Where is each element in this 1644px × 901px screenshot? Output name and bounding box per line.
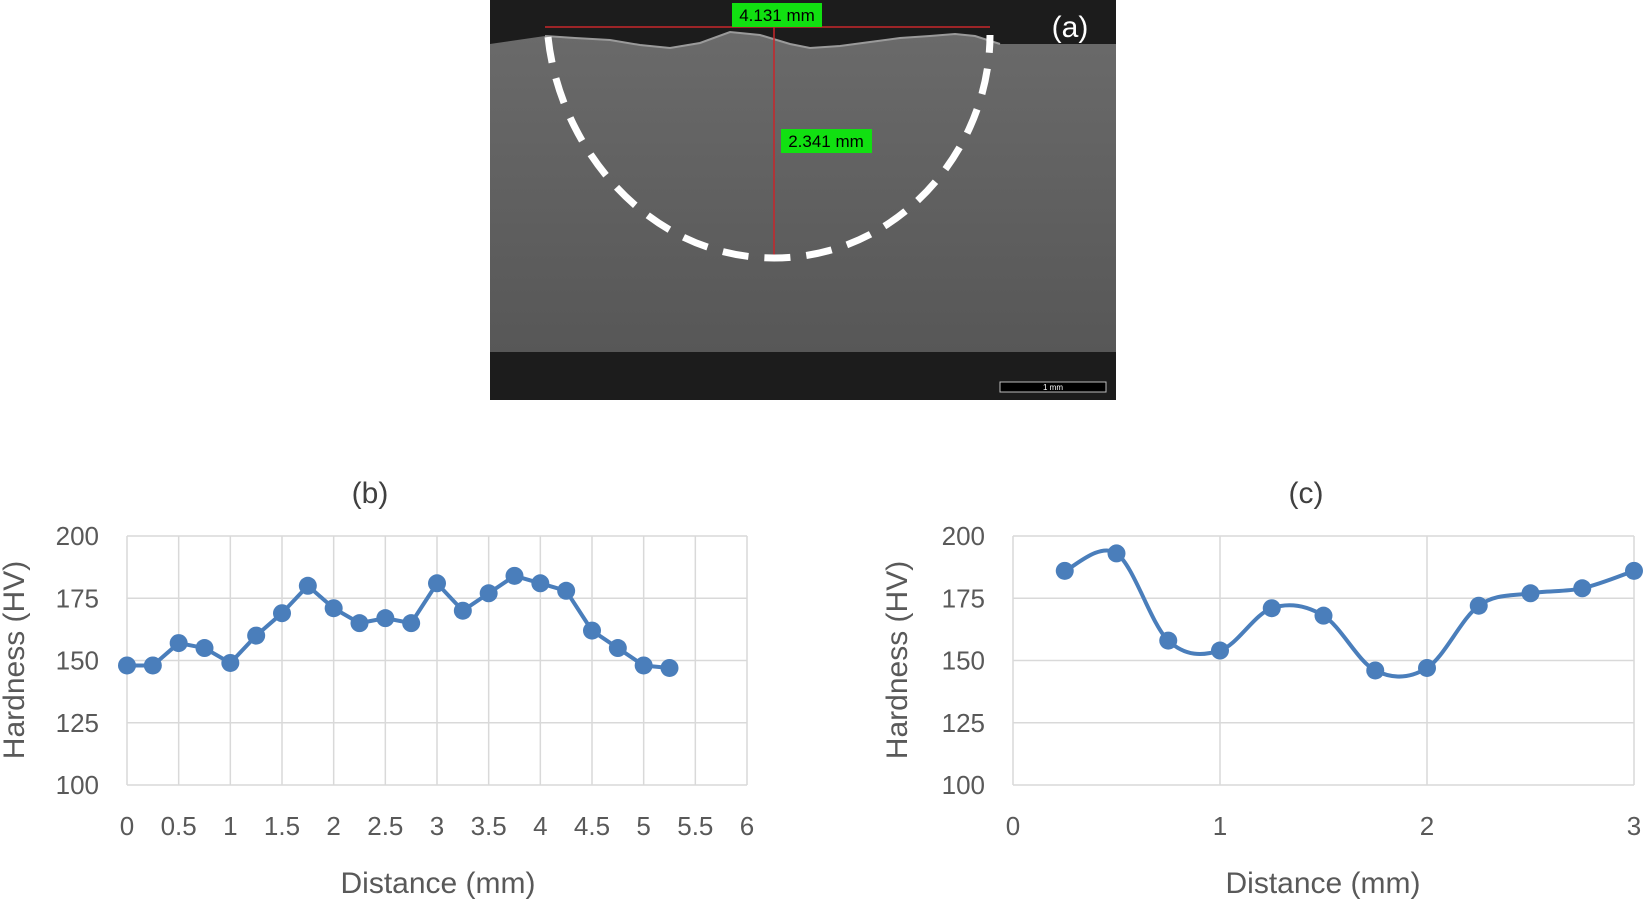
chart-b-data-point: [376, 609, 395, 628]
chart-b-ylabel: Hardness (HV): [0, 561, 31, 759]
chart-b-y-tick-label: 125: [56, 708, 99, 738]
fusion-zone-outline: [544, 34, 994, 262]
chart-b-data-point: [143, 656, 162, 675]
chart-b-series-line: [127, 573, 670, 670]
chart-b-data-point: [479, 584, 498, 603]
chart-b-data-point: [505, 566, 524, 585]
chart-b-data-point: [402, 614, 421, 633]
chart-b-data-point: [118, 656, 136, 675]
chart-b-x-tick-label: 2.5: [367, 811, 403, 841]
chart-b-x-tick-label: 5: [636, 811, 650, 841]
chart-b-data-point: [195, 639, 214, 658]
chart-b-data-point: [324, 599, 343, 618]
chart-b-data-point: [273, 604, 291, 623]
chart-b-plot: 100 125 150 175 200 0 0.5 1 1.5 2 2.5 3 3.5 4 4.5 5 5.5 6: [56, 521, 755, 841]
depth-label-bg: [781, 129, 872, 153]
chart-b-data-point: [428, 574, 446, 593]
chart-b-data-point: [660, 658, 679, 677]
chart-b-y-tick-label: 100: [56, 770, 99, 800]
chart-b-data-point: [453, 601, 472, 620]
chart-b-x-tick-label: 1: [223, 811, 237, 841]
chart-b-data-point: [298, 576, 317, 595]
chart-b-y-tick-label: 150: [56, 646, 99, 676]
chart-b-x-tick-label: 3: [430, 811, 444, 841]
chart-b-data-point: [557, 581, 576, 600]
scale-bar: [999, 381, 1107, 393]
chart-b-data-point: [531, 574, 550, 593]
chart-b-data-point: [350, 614, 369, 633]
chart-b-x-tick-label: 2: [326, 811, 340, 841]
chart-b-x-tick-label: 4.5: [574, 811, 610, 841]
width-label-bg: [732, 3, 822, 27]
chart-b-data-point: [169, 634, 188, 653]
panel-label-a: (a): [1052, 11, 1089, 44]
chart-b-data-point: [634, 656, 653, 675]
chart-b-x-tick-label: 4: [533, 811, 547, 841]
chart-b-data-point: [608, 639, 627, 658]
chart-b-data-point: [583, 621, 601, 640]
chart-b-title: (b): [352, 477, 389, 510]
chart-b-x-tick-label: 5.5: [677, 811, 713, 841]
chart-b-data-point: [247, 626, 266, 645]
chart-b-data-point: [221, 653, 240, 672]
chart-b-x-tick-label: 1.5: [264, 811, 300, 841]
chart-b-x-tick-label: 3.5: [471, 811, 507, 841]
chart-b-x-tick-label: 0.5: [161, 811, 197, 841]
chart-b-xlabel: Distance (mm): [340, 867, 535, 900]
chart-b-x-tick-label: 0: [120, 811, 134, 841]
scale-bar-label: 1 mm: [1043, 383, 1063, 392]
weld-micrograph: 4.131 mm 2.341 mm (a) 1 mm: [490, 0, 1116, 400]
width-measurement-label: 4.131 mm: [739, 6, 815, 25]
specimen-top-edge: [544, 30, 1001, 50]
specimen-cross-section: [490, 32, 1116, 352]
chart-b-x-tick-label: 6: [740, 811, 754, 841]
chart-b-y-tick-label: 200: [56, 521, 99, 551]
depth-measurement-label: 2.341 mm: [788, 132, 864, 151]
chart-b-y-tick-label: 175: [56, 583, 99, 613]
